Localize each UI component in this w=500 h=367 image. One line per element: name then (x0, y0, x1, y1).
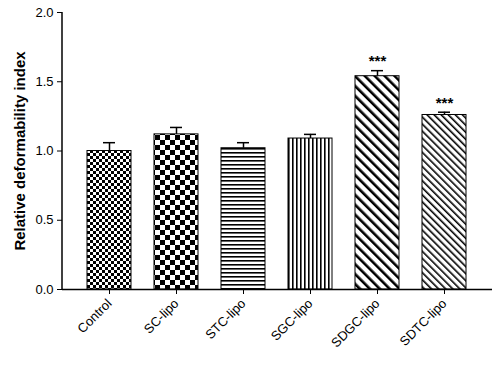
svg-text:***: *** (369, 52, 387, 69)
svg-text:0.0: 0.0 (35, 282, 53, 297)
svg-text:***: *** (436, 94, 454, 111)
svg-text:SDGC-lipo: SDGC-lipo (328, 296, 383, 351)
svg-text:SGC-lipo: SGC-lipo (268, 296, 316, 344)
svg-text:Control: Control (74, 296, 114, 336)
svg-text:1.5: 1.5 (35, 74, 53, 89)
svg-text:1.0: 1.0 (35, 143, 53, 158)
svg-text:2.0: 2.0 (35, 5, 53, 20)
svg-text:SC-lipo: SC-lipo (141, 296, 182, 337)
svg-text:SDTC-lipo: SDTC-lipo (397, 296, 450, 349)
svg-text:Relative deformability index: Relative deformability index (11, 51, 28, 251)
svg-text:0.5: 0.5 (35, 212, 53, 227)
svg-text:STC-lipo: STC-lipo (202, 296, 248, 342)
